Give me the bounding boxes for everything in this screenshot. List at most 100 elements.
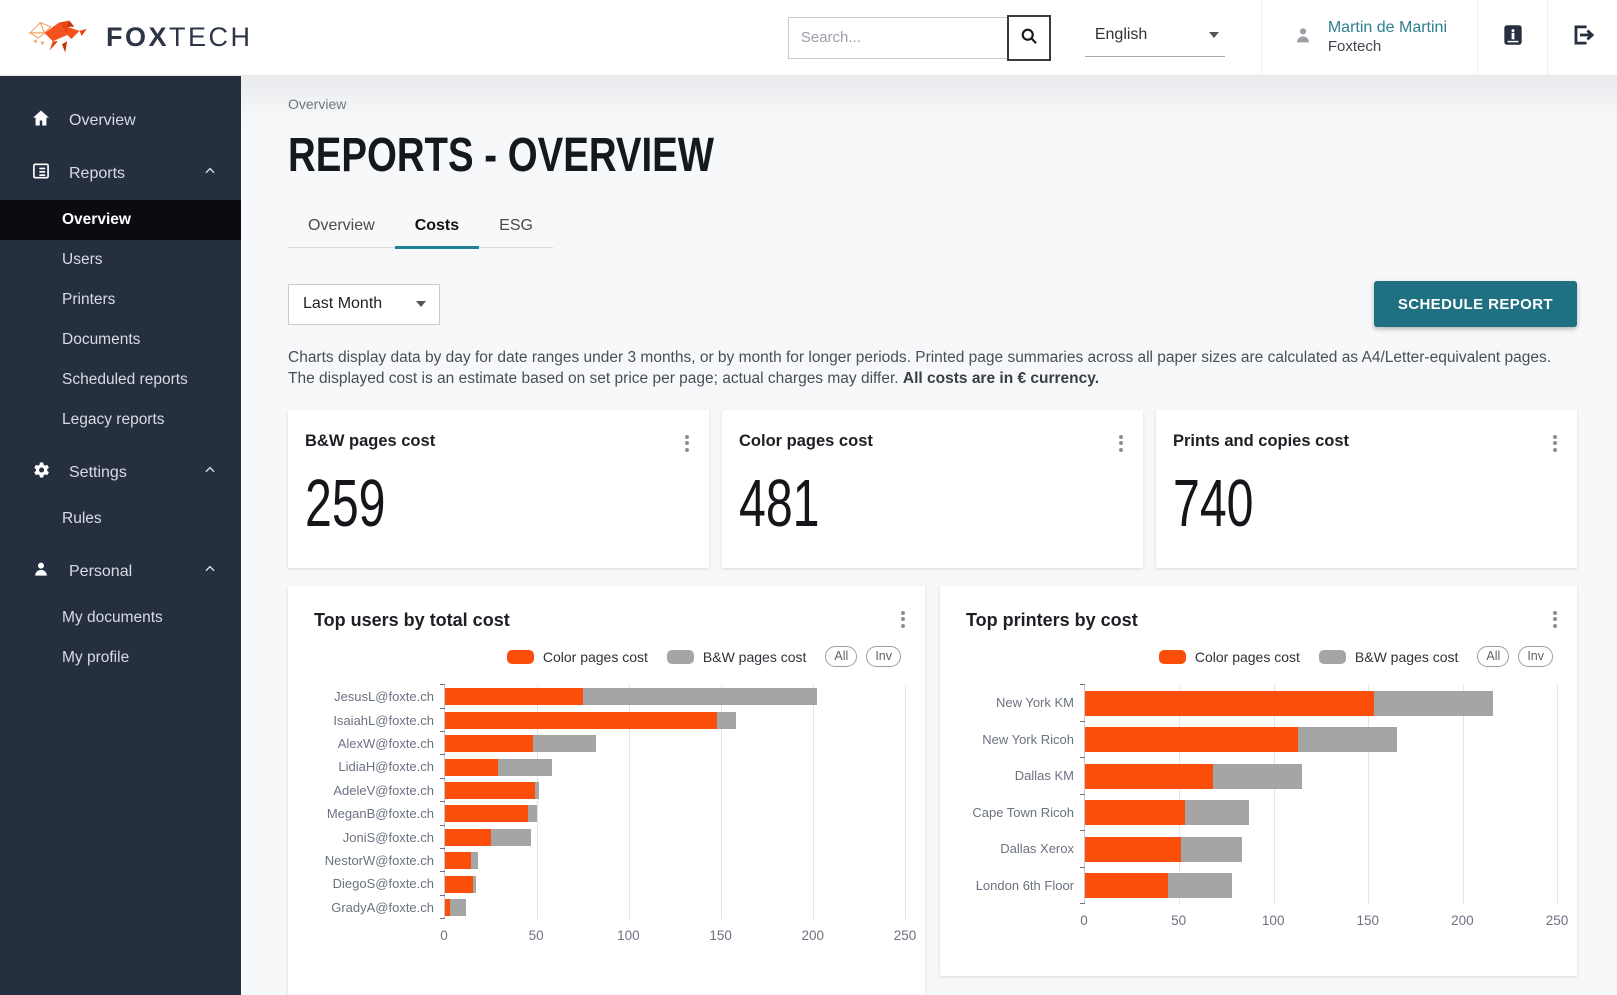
user-company: Foxtech (1327, 38, 1382, 56)
search-input[interactable] (787, 16, 1008, 59)
fox-logo-icon (28, 14, 94, 61)
category-label: London 6th Floor (975, 877, 1074, 893)
help-manual-button[interactable] (1478, 0, 1547, 75)
category-label: MeganB@foxte.ch (326, 806, 434, 822)
sidebar-item-my-profile[interactable]: My profile (62, 649, 130, 666)
bar-row (1080, 720, 1557, 759)
bar-row (440, 801, 905, 825)
chevron-down-icon (416, 301, 426, 307)
bar-segment (445, 852, 471, 870)
period-filter-value: Last Month (303, 295, 383, 312)
bar-row (1080, 830, 1557, 868)
kebab-menu-icon[interactable] (680, 430, 694, 456)
sidebar-nav: Overview Reports Overview Users Printers… (0, 76, 241, 995)
chart-ylabels: JesusL@foxte.ch IsaiahL@foxte.ch AlexW@fox… (314, 685, 444, 948)
bar-row (440, 730, 905, 755)
header-divider (1260, 0, 1262, 76)
bar-segment (445, 828, 491, 846)
logout-button[interactable] (1548, 0, 1617, 75)
category-label: JoniS@foxte.ch (342, 829, 434, 845)
x-tick-label: 50 (528, 928, 544, 944)
language-select[interactable]: English (1084, 18, 1225, 57)
bar-row (440, 777, 905, 802)
foxtech-logo[interactable]: FOXTECH (0, 14, 253, 61)
gear-icon (31, 460, 51, 485)
legend-label: Color pages cost (1194, 648, 1300, 665)
logout-icon (1570, 22, 1596, 53)
person-icon (31, 559, 51, 584)
chevron-up-icon (203, 562, 217, 581)
sidebar-item-overview[interactable]: Overview (0, 94, 241, 147)
bar-segment (717, 711, 736, 729)
category-label: LidiaH@foxte.ch (338, 759, 434, 775)
bar-segment (1085, 763, 1214, 789)
tab-overview[interactable]: Overview (308, 217, 375, 234)
chart-title: Top users by total cost (314, 610, 510, 631)
sidebar-group-reports[interactable]: Reports (0, 147, 241, 200)
gridline (813, 685, 814, 920)
period-filter-select[interactable]: Last Month (288, 283, 440, 325)
category-label: New York Ricoh (982, 731, 1074, 747)
bar-segment (445, 711, 718, 729)
bar-row (440, 871, 905, 895)
bar-segment (1181, 836, 1242, 862)
user-menu[interactable]: Martin de Martini Foxtech (1262, 0, 1477, 75)
x-tick-label: 100 (1261, 913, 1285, 929)
kebab-menu-icon[interactable] (896, 606, 910, 632)
bar-segment (498, 758, 552, 776)
legend-toggle-all[interactable]: All (825, 646, 858, 668)
sidebar-group-settings[interactable]: Settings (0, 446, 241, 499)
search-icon (1019, 26, 1039, 49)
legend-toggle-inv[interactable]: Inv (866, 646, 901, 668)
search-group (787, 14, 1051, 61)
gridline (1462, 685, 1464, 905)
sidebar-item-scheduled-reports[interactable]: Scheduled reports (62, 371, 188, 388)
bar-segment (527, 805, 537, 823)
sidebar-item-documents[interactable]: Documents (62, 331, 141, 348)
bar-segment (533, 735, 596, 753)
bar-segment (445, 688, 583, 706)
user-name[interactable]: Martin de Martini (1327, 19, 1447, 37)
bar-segment (1085, 690, 1374, 716)
bar-segment (1298, 727, 1397, 753)
sidebar-item-rules[interactable]: Rules (62, 510, 102, 527)
stat-card-value: 481 (739, 466, 820, 542)
sidebar-item-users[interactable]: Users (62, 251, 103, 268)
chart-plot (1080, 684, 1558, 905)
category-label: AdeleV@foxte.ch (333, 782, 434, 798)
legend-toggle-all[interactable]: All (1477, 646, 1510, 668)
stat-card-title: Prints and copies cost (1173, 432, 1350, 451)
kebab-menu-icon[interactable] (1548, 606, 1562, 632)
legend-swatch (1158, 649, 1186, 664)
charts-description: Charts display data by day for date rang… (288, 349, 1552, 387)
breadcrumb[interactable]: Overview (288, 96, 347, 112)
bar-segment (1213, 763, 1303, 789)
bar-segment (445, 758, 499, 776)
stat-card-value: 259 (305, 466, 386, 542)
legend-toggle-inv[interactable]: Inv (1518, 646, 1553, 668)
kebab-menu-icon[interactable] (1548, 430, 1562, 456)
chevron-up-icon (203, 164, 217, 183)
stat-card-color-pages-cost: Color pages cost 481 (722, 410, 1143, 569)
bar-segment (445, 781, 536, 799)
kebab-menu-icon[interactable] (1114, 430, 1128, 456)
bar-segment (1373, 690, 1493, 716)
legend-label: Color pages cost (542, 648, 648, 665)
bar-segment (449, 898, 467, 916)
gridline (1368, 685, 1370, 905)
search-button[interactable] (1006, 14, 1051, 61)
sidebar-item-my-documents[interactable]: My documents (62, 609, 163, 626)
bar-row (1080, 757, 1557, 795)
schedule-report-button[interactable]: SCHEDULE REPORT (1373, 281, 1577, 327)
sidebar-item-legacy-reports[interactable]: Legacy reports (62, 411, 165, 428)
tab-costs[interactable]: Costs (394, 207, 480, 249)
legend-label: B&W pages cost (1354, 648, 1459, 665)
sidebar-item-reports-overview[interactable]: Overview (0, 200, 241, 240)
tab-esg[interactable]: ESG (499, 217, 533, 234)
main-content: Overview REPORTS - OVERVIEW Overview Cos… (241, 76, 1617, 995)
bar-segment (445, 735, 534, 753)
chart-xaxis: 0 50 100 150 200 250 (440, 928, 916, 948)
sidebar-item-printers[interactable]: Printers (62, 291, 116, 308)
sidebar-group-personal[interactable]: Personal (0, 545, 241, 598)
user-avatar-icon (1292, 24, 1314, 51)
